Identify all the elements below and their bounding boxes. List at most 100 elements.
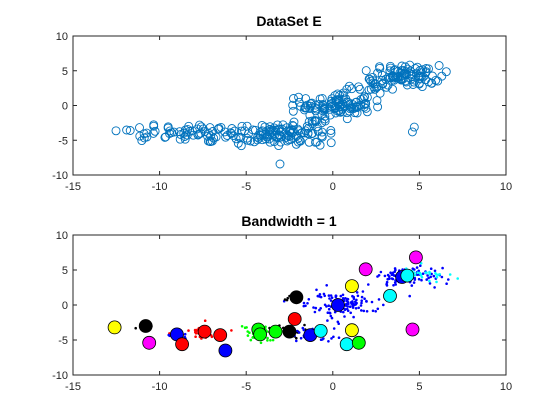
cluster-centers	[107, 250, 423, 358]
data-point	[311, 100, 321, 110]
data-point	[424, 77, 434, 87]
cluster-center	[351, 335, 366, 350]
data-point	[337, 336, 341, 340]
data-point	[364, 85, 374, 95]
data-point	[435, 273, 438, 276]
x-tick-label: 10	[500, 381, 512, 393]
cluster-center	[268, 324, 283, 339]
data-point	[234, 132, 244, 142]
y-tick-label: 0	[62, 101, 68, 113]
data-point	[332, 327, 336, 330]
data-point	[425, 278, 429, 281]
cluster-center	[289, 290, 304, 305]
data-point	[392, 284, 395, 287]
data-point	[183, 332, 187, 336]
data-point	[326, 128, 336, 138]
data-point	[325, 284, 329, 287]
data-point	[196, 122, 206, 132]
data-point	[379, 270, 383, 274]
data-point	[419, 264, 422, 268]
data-point	[370, 84, 380, 94]
data-point	[194, 330, 197, 334]
data-point	[288, 100, 298, 110]
data-point	[383, 274, 387, 278]
data-point	[257, 120, 267, 130]
cluster-center	[400, 268, 415, 283]
data-point	[335, 102, 344, 112]
data-point	[388, 275, 391, 278]
data-point	[331, 97, 341, 107]
data-point	[373, 68, 383, 78]
data-point	[188, 130, 198, 140]
data-point	[308, 128, 318, 138]
data-point	[370, 300, 374, 304]
data-point	[420, 275, 424, 279]
data-point	[341, 293, 345, 297]
cluster-center	[408, 250, 423, 265]
data-point	[135, 123, 144, 133]
data-point	[329, 299, 333, 302]
data-point	[318, 308, 321, 312]
data-point	[351, 306, 355, 309]
data-point	[421, 67, 431, 77]
x-tick-label: 0	[330, 181, 336, 193]
data-point	[268, 125, 278, 135]
data-point	[318, 293, 322, 296]
data-point	[253, 132, 263, 142]
data-point	[413, 273, 417, 277]
data-point	[410, 284, 414, 287]
data-point	[416, 271, 420, 275]
data-point	[317, 127, 327, 137]
data-point	[401, 77, 411, 87]
data-point	[421, 64, 431, 73]
data-point	[275, 130, 285, 140]
cluster-center	[213, 328, 228, 343]
data-point	[420, 278, 423, 282]
cluster-center	[344, 279, 359, 294]
data-point	[245, 326, 248, 329]
data-point	[374, 310, 378, 313]
y-tick-label: -10	[52, 170, 68, 182]
data-point	[428, 270, 431, 274]
data-point	[361, 66, 371, 76]
data-point	[427, 276, 430, 280]
cluster-center	[175, 337, 190, 352]
cluster-center	[253, 327, 268, 342]
data-point	[373, 102, 383, 112]
data-point	[355, 291, 359, 294]
data-point	[240, 325, 244, 328]
data-point	[418, 271, 422, 275]
data-point	[327, 304, 331, 308]
data-point	[303, 323, 306, 327]
data-point	[419, 262, 423, 265]
data-point	[362, 107, 372, 117]
data-point	[289, 117, 299, 127]
data-point	[169, 127, 179, 137]
data-point	[259, 341, 263, 345]
cluster-center	[313, 323, 328, 338]
data-point	[411, 267, 415, 271]
data-point	[344, 81, 354, 91]
data-point	[357, 306, 361, 310]
data-point	[352, 315, 355, 319]
data-point	[318, 295, 321, 298]
data-point	[326, 126, 336, 135]
cluster-center	[138, 319, 153, 333]
data-point	[435, 275, 439, 279]
cluster-center	[405, 322, 420, 337]
data-point	[426, 274, 429, 277]
data-point	[237, 121, 247, 131]
data-point	[233, 138, 243, 148]
data-point	[203, 319, 207, 323]
data-point	[195, 120, 204, 130]
data-point	[319, 307, 323, 310]
x-tick-label: -15	[65, 381, 81, 393]
data-point	[302, 100, 312, 110]
data-point	[433, 76, 443, 86]
data-point	[249, 338, 253, 342]
data-point	[315, 288, 318, 292]
data-point	[416, 273, 419, 276]
data-point	[320, 111, 330, 121]
data-point	[354, 82, 364, 92]
